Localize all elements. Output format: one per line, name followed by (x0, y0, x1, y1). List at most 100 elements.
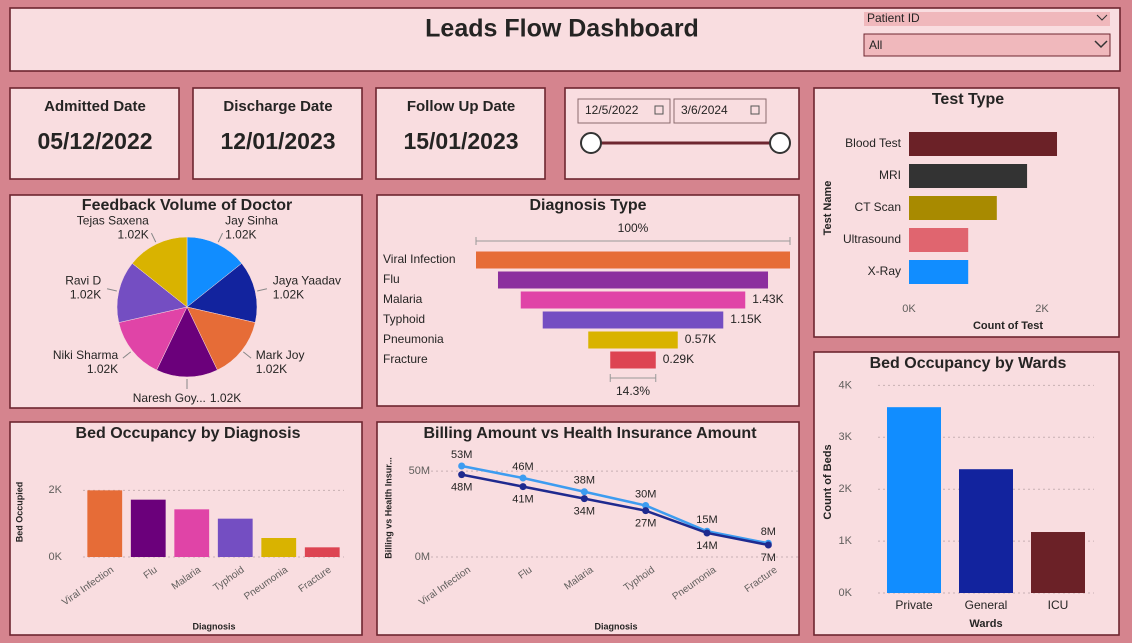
bar (887, 407, 941, 593)
pie-label: Tejas Saxena 1.02K (77, 214, 149, 242)
card-panel (375, 87, 546, 180)
line-point (703, 529, 711, 537)
x-tick-label: ICU (1048, 598, 1069, 612)
y-tick-label: 4K (839, 379, 853, 391)
date-start: 12/5/2022 (585, 103, 639, 117)
card-value: 12/01/2023 (220, 128, 335, 154)
data-label: 34M (574, 506, 595, 518)
funnel-bar (588, 331, 678, 349)
chart-title: Bed Occupancy by Wards (870, 355, 1067, 372)
pie-label: Mark Joy 1.02K (256, 348, 305, 376)
funnel-top-label: 100% (618, 221, 649, 235)
bar (909, 164, 1028, 188)
pie-label: Niki Sharma 1.02K (53, 348, 119, 376)
pie-label-value: 1.02K (256, 362, 287, 376)
line-series (461, 464, 769, 545)
pie-label-value: 1.02K (210, 391, 241, 405)
y-tick-label: 2K (839, 483, 853, 495)
card-panel (9, 87, 180, 180)
pie-slice (186, 306, 256, 371)
leader-line (150, 232, 157, 243)
y-axis-title: Bed Occupied (14, 482, 24, 543)
data-label: 53M (451, 449, 472, 461)
line-point (519, 474, 527, 482)
data-label: 30M (635, 488, 656, 500)
card-panel (192, 87, 363, 180)
data-label: 38M (574, 475, 595, 487)
y-tick-label: Ultrasound (843, 232, 901, 246)
data-label: 14M (696, 540, 717, 552)
funnel-value: 0.29K (663, 352, 694, 366)
bar (909, 260, 969, 284)
chevron (1096, 14, 1108, 21)
funnel-bottom-label: 14.3% (616, 384, 650, 398)
pie-label-value: 1.02K (225, 228, 256, 242)
slider-handle[interactable] (769, 132, 791, 154)
y-axis-title: Test Name (822, 181, 834, 236)
chart-title: Feedback Volume of Doctor (82, 197, 292, 214)
pie-label-value: 1.02K (87, 362, 118, 376)
y-tick-label: 3K (839, 431, 853, 443)
funnel-value: 1.43K (752, 292, 783, 306)
line-point (458, 471, 466, 479)
y-tick-label: 50M (409, 465, 430, 477)
y-tick-label: 2K (49, 484, 63, 496)
x-axis-title: Diagnosis (192, 621, 235, 631)
pie-label: Naresh Goy... 1.02K (133, 391, 242, 405)
bar (1031, 532, 1085, 593)
funnel-category: Typhoid (383, 312, 425, 326)
card-label: Admitted Date (44, 98, 146, 115)
line-point (458, 462, 466, 470)
data-label: 7M (761, 552, 776, 564)
funnel-category: Flu (383, 272, 400, 286)
y-tick-label: 0K (839, 587, 853, 599)
calendar-icon (750, 105, 760, 115)
bar (959, 469, 1013, 593)
card-value: 05/12/2022 (37, 128, 152, 154)
chart-title: Test Type (932, 91, 1004, 108)
bar (174, 509, 210, 557)
pie-label: Jaya Yaadav 1.02K (273, 274, 341, 302)
bar (304, 547, 340, 557)
calendar-icon (654, 105, 664, 115)
pie-label: Ravi D 1.02K (65, 274, 101, 302)
chevron (1094, 40, 1108, 49)
funnel-bar (520, 291, 746, 309)
chart-title: Diagnosis Type (529, 197, 646, 214)
y-tick-label: Blood Test (845, 136, 901, 150)
pie-label-value: 1.02K (273, 288, 304, 302)
card-value: 15/01/2023 (403, 128, 518, 154)
bar (87, 490, 123, 557)
chart-title: Bed Occupancy by Diagnosis (76, 425, 301, 442)
x-axis-title: Diagnosis (594, 621, 637, 631)
dashboard-title: Leads Flow Dashboard (425, 15, 699, 43)
y-tick-label: 1K (839, 535, 853, 547)
bar (217, 518, 253, 557)
date-end: 3/6/2024 (681, 103, 728, 117)
y-axis-title: Billing vs Health Insur... (383, 457, 393, 559)
pie-label-name: Jay Sinha (225, 214, 278, 228)
pie-label: Jay Sinha 1.02K (225, 214, 278, 242)
filter-dropdown[interactable] (863, 33, 1111, 57)
x-axis-title: Wards (969, 618, 1002, 630)
x-axis-title: Count of Test (973, 320, 1043, 332)
y-tick-label: X-Ray (868, 264, 901, 278)
filter-label: Patient ID (867, 11, 920, 25)
funnel-bar (497, 271, 769, 289)
filter-label-bg (864, 12, 1110, 26)
pie-slice (116, 263, 188, 323)
bar (909, 228, 969, 252)
funnel-bar (542, 311, 724, 329)
bar (261, 538, 297, 557)
funnel-category: Malaria (383, 292, 423, 306)
funnel-bar (610, 351, 656, 369)
slider-handle[interactable] (580, 132, 602, 154)
leader-line (242, 351, 252, 359)
pie-slice (186, 236, 243, 308)
x-tick-label: 0K (902, 303, 916, 315)
pie-label-name: Tejas Saxena (77, 214, 149, 228)
pie-label-name: Naresh Goy... (133, 391, 206, 405)
pie-slice (186, 263, 258, 323)
pie-slice (131, 236, 188, 308)
